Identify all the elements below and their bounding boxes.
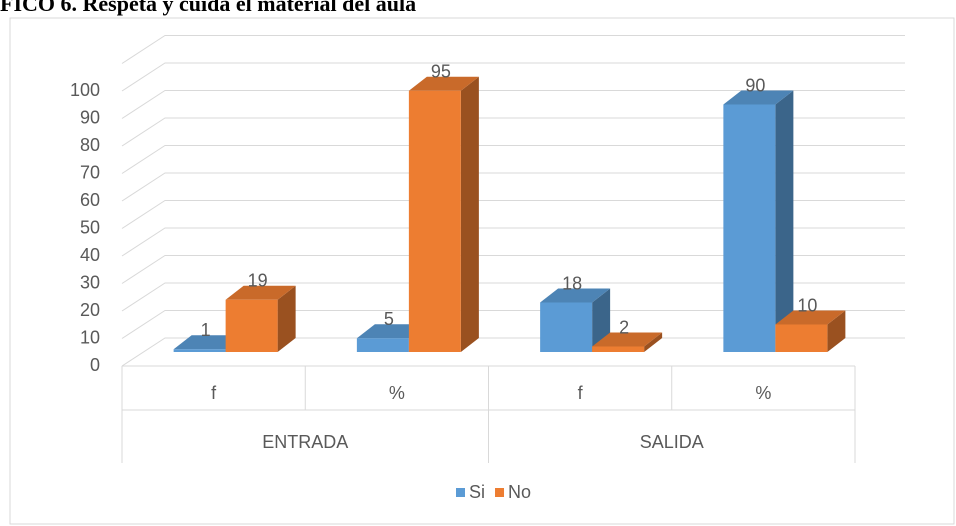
y-tick-label: 60 (80, 190, 100, 210)
y-tick-label: 0 (90, 355, 100, 375)
grid-line (121, 255, 905, 284)
data-label: 10 (797, 295, 817, 315)
grid-line (121, 35, 905, 64)
y-tick-label: 10 (80, 327, 100, 347)
grid-line (121, 227, 905, 257)
y-tick-label: 50 (80, 217, 100, 237)
bar (775, 310, 846, 352)
bar-face (592, 346, 645, 352)
y-tick-label: 20 (80, 300, 100, 320)
bar-face (775, 324, 828, 352)
bar (723, 90, 794, 352)
bar (592, 332, 663, 352)
x-tick-label: % (389, 383, 405, 403)
data-label: 1 (201, 320, 211, 340)
bar-face (592, 332, 663, 347)
x-tick-label: f (211, 383, 217, 403)
data-label: 90 (745, 75, 765, 95)
grid-line (121, 310, 905, 339)
bar-face (173, 349, 226, 352)
y-tick-label: 90 (80, 107, 100, 127)
bar (225, 285, 296, 352)
bar-face (225, 299, 278, 352)
y-tick-label: 30 (80, 272, 100, 292)
data-label: 18 (562, 273, 582, 293)
bar-face (723, 90, 794, 105)
data-label: 2 (619, 317, 629, 337)
bar-face (460, 76, 479, 352)
y-tick-label: 80 (80, 135, 100, 155)
bar-face (408, 76, 479, 91)
bar-face (225, 285, 296, 300)
x-tick-label: f (578, 383, 584, 403)
bar-face (827, 310, 846, 352)
bar-face (356, 338, 409, 352)
data-label: 19 (248, 271, 268, 291)
grid-line (121, 145, 905, 174)
group-label: ENTRADA (262, 432, 348, 452)
bar (408, 76, 479, 352)
legend-label: No (508, 482, 531, 502)
y-tick-label: 70 (80, 162, 100, 182)
x-tick-label: % (755, 383, 771, 403)
group-label: SALIDA (640, 432, 704, 452)
grid-line (121, 62, 905, 92)
bar-face (540, 302, 593, 352)
grid-line (121, 90, 905, 119)
grid-line (121, 200, 905, 229)
bar-face (775, 310, 846, 325)
legend-swatch (495, 488, 505, 497)
data-label: 95 (431, 62, 451, 82)
y-tick-label: 100 (70, 80, 100, 100)
bar-face (408, 90, 461, 352)
grid-line (121, 172, 905, 202)
chart-border (9, 17, 955, 525)
grid-line (121, 117, 905, 147)
y-tick-label: 40 (80, 245, 100, 265)
legend-label: Si (469, 482, 485, 502)
bar-face (644, 332, 663, 352)
legend-swatch (456, 488, 465, 497)
bar-face (775, 90, 794, 352)
grid-line (121, 282, 905, 312)
data-label: 5 (384, 309, 394, 329)
bar-face (723, 104, 776, 352)
chart-title: FICO 6. Respeta y cuida el material del … (0, 0, 416, 16)
bar-face (540, 288, 611, 303)
bar-face (277, 285, 296, 352)
